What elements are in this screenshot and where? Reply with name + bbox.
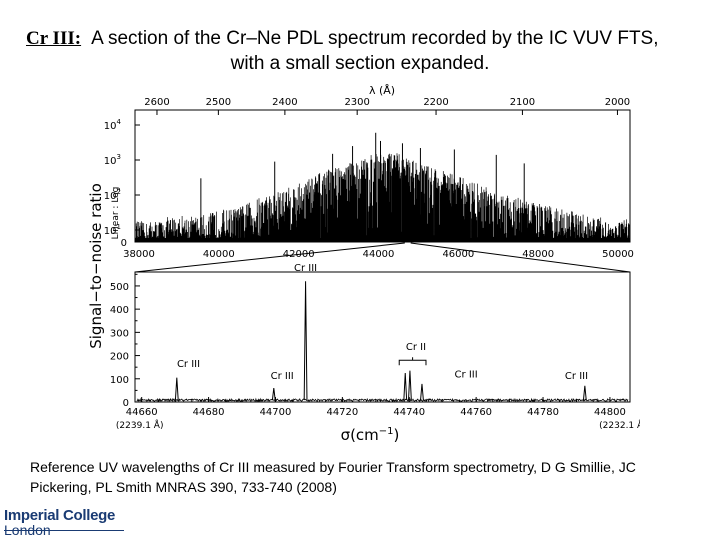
expanded-x-tick-label: 44780 [527,407,559,418]
title-line-1: Cr III: A section of the Cr–Ne PDL spectr… [26,28,659,50]
x-axis-label-exp: −1 [379,426,394,437]
expanded-x-tick-label: 44800 [594,407,626,418]
overview-top-tick-label: 2000 [605,97,630,108]
expanded-noise-trace [136,397,629,403]
expanded-y-tick-label: 500 [110,282,129,293]
title-tag: Cr III: [26,28,82,49]
expanded-plot-frame [134,271,631,403]
overview-top-tick-label: 2300 [344,97,369,108]
title-text-1: A section of the Cr–Ne PDL spectrum reco… [91,28,659,49]
zoom-connector-lines [134,242,631,273]
expanded-right-wavelength-label: (2232.1 Å) [599,419,640,431]
logo-rule [4,530,124,531]
expanded-line-label: Cr III [294,263,317,274]
spectrum-figure: 3800040000420004400046000480005000026002… [87,84,640,444]
overview-y-tick-label: 0 [121,238,127,249]
overview-top-tick-label: 2200 [423,97,448,108]
imperial-college-logo: Imperial College London [4,508,115,538]
overview-x-tick-label: 38000 [123,249,155,260]
x-axis-label-main: σ(cm [341,426,379,444]
overview-panel: 3800040000420004400046000480005000026002… [104,97,634,260]
overview-spectrum-lines [135,153,630,242]
overview-y-tick-label: 104 [104,118,122,132]
expanded-spectral-line [408,370,412,401]
cr-ii-bracket [398,357,427,366]
overview-top-tick-label: 2600 [144,97,169,108]
overview-x-tick-label: 40000 [203,249,235,260]
expanded-x-tick-label: 44700 [260,407,292,418]
logo-line-1: Imperial College [4,507,116,524]
expanded-spectral-line [303,281,308,401]
expanded-x-tick-label: 44680 [193,407,225,418]
y-axis-label: Signal−to−noise ratio [87,183,105,349]
zoom-connector-right [410,242,631,273]
expanded-line-label: Cr II [406,342,426,353]
expanded-spectral-line [420,383,424,401]
expanded-x-tick-label: 44720 [326,407,358,418]
overview-top-tick-label: 2500 [206,97,231,108]
zoom-connector-left [134,242,405,273]
overview-x-tick-label: 44000 [363,249,395,260]
expanded-spectral-line [403,372,408,401]
expanded-y-tick-label: 100 [110,375,129,386]
overview-x-tick-label: 48000 [522,249,554,260]
reference-citation: Reference UV wavelengths of Cr III measu… [30,459,636,495]
expanded-panel: Cr III Cr III Cr III Cr II Cr III Cr III 44660… [110,263,640,431]
top-axis-label: λ (Å) [369,84,395,97]
overview-baseline [135,238,630,242]
overview-top-tick-label: 2100 [510,97,535,108]
expanded-y-tick-label: 300 [110,328,129,339]
overview-inner-ylabel: Linear : Log [111,187,121,240]
expanded-y-tick-label: 400 [110,305,129,316]
overview-y-tick-label: 103 [104,153,121,167]
expanded-x-axis-label: σ(cm−1) [341,426,400,444]
expanded-x-tick-label: 44740 [393,407,425,418]
title-line-2: with a small section expanded. [230,53,490,74]
x-axis-label-close: ) [394,426,400,444]
overview-y-tick-label: 102 [104,188,121,202]
expanded-x-tick-label: 44760 [460,407,492,418]
overview-x-tick-label: 50000 [602,249,634,260]
expanded-line-label: Cr III [455,370,478,381]
overview-top-tick-label: 2400 [272,97,297,108]
overview-x-tick-label: 46000 [442,249,474,260]
expanded-spectral-line [174,377,179,401]
expanded-spectral-line [271,388,276,401]
expanded-line-label: Cr III [271,371,294,382]
expanded-spectral-line [582,385,587,401]
expanded-line-label: Cr III [565,371,588,382]
expanded-left-wavelength-label: (2239.1 Å) [116,419,164,431]
expanded-y-tick-label: 200 [110,352,129,363]
expanded-line-label: Cr III [177,359,200,370]
expanded-x-tick-label: 44660 [126,407,158,418]
expanded-y-tick-label: 0 [123,398,129,409]
overview-y-tick-label: 101 [104,223,121,237]
